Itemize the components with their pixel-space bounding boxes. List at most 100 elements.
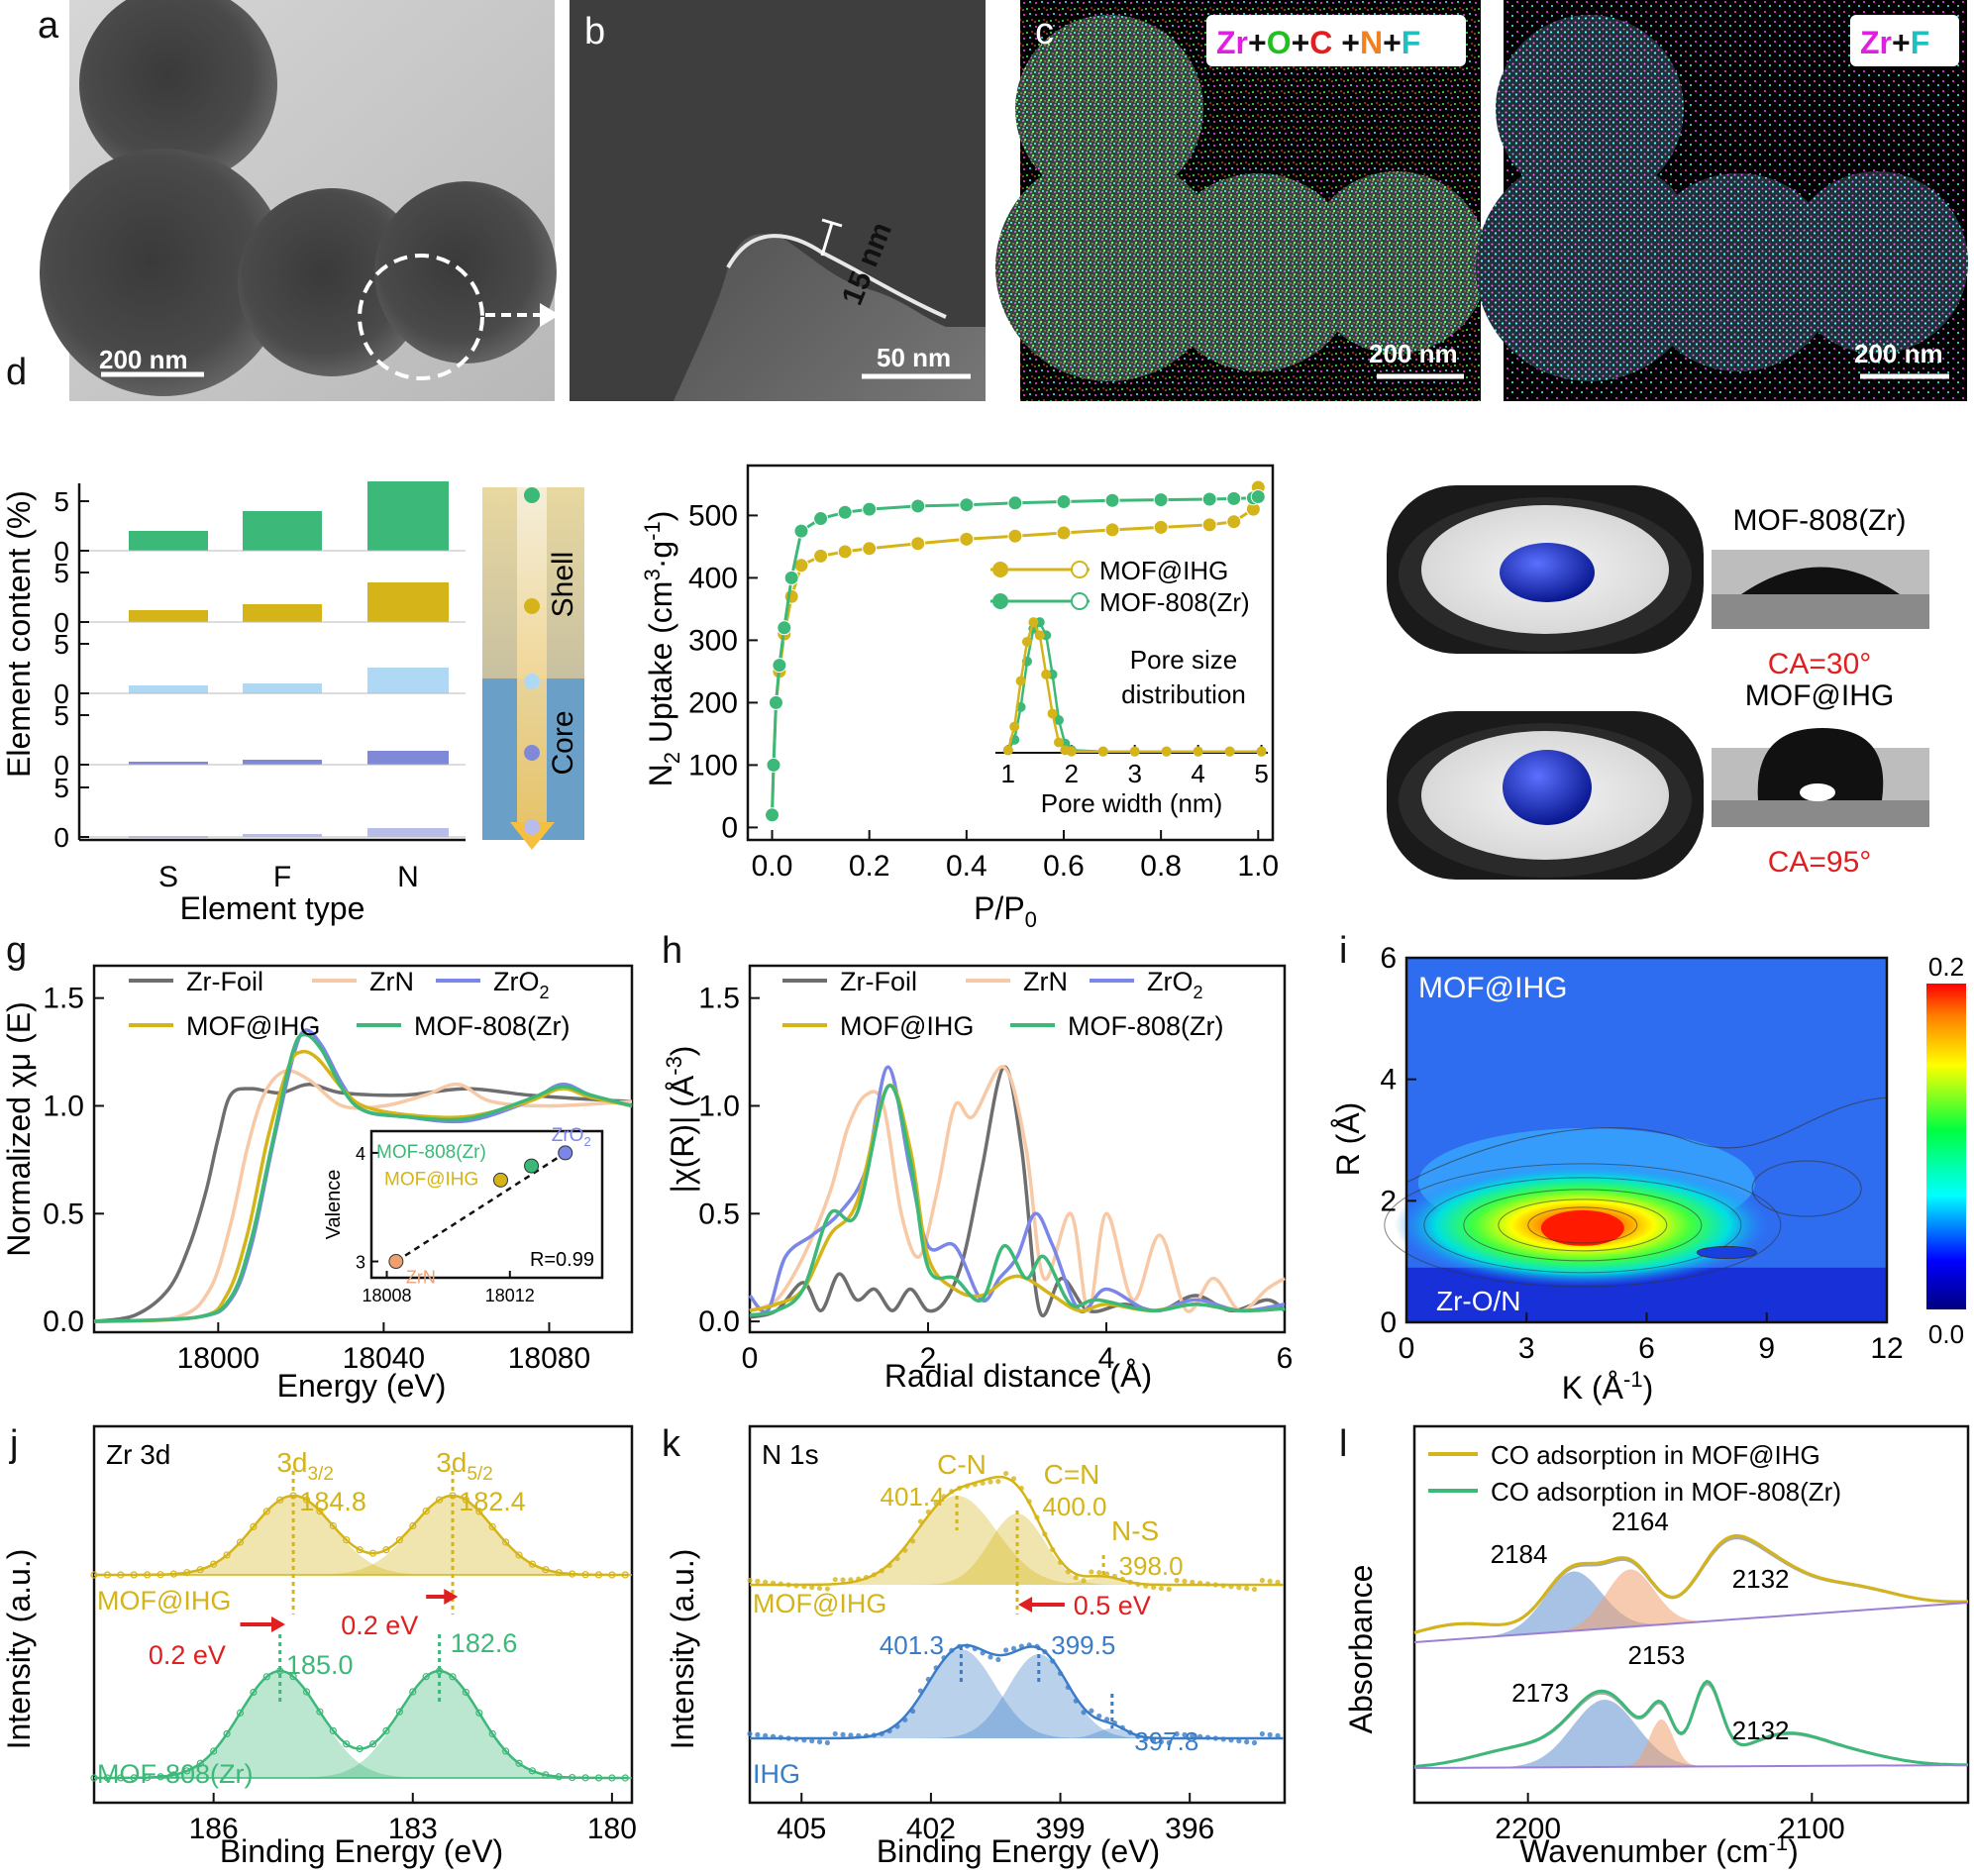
k-ihg-point xyxy=(1050,1658,1056,1664)
scale-bar-a: 200 nm xyxy=(99,345,188,374)
k-ihg-point xyxy=(886,1727,892,1734)
g-ytick-label: 1.0 xyxy=(43,1090,84,1122)
e-point xyxy=(813,548,829,564)
l-mof808-fit xyxy=(1413,1682,1968,1768)
e-point xyxy=(793,523,809,539)
k-mofihg-point xyxy=(1143,1583,1149,1589)
h-ylabel: |χ(R)| (Å-3) xyxy=(662,1046,700,1194)
d-bar xyxy=(243,760,322,765)
k-ihg-fit xyxy=(750,1643,1284,1740)
k-mofihg-point xyxy=(816,1585,823,1591)
g-inset-point xyxy=(492,1172,508,1188)
g-inset-point xyxy=(524,1158,540,1174)
h-xtick-label: 2 xyxy=(920,1342,937,1375)
e-inset-point xyxy=(1129,746,1140,757)
k-shift-label: 0.5 eV xyxy=(1074,1591,1151,1620)
k-ihg-point xyxy=(871,1732,878,1738)
j-shift-arrowhead xyxy=(444,1589,459,1605)
e-inset-point xyxy=(1021,636,1032,647)
j-mofihg-point xyxy=(435,1496,444,1504)
k-ihg-point xyxy=(1026,1642,1032,1648)
k-mofihg-point xyxy=(778,1581,783,1587)
j-mof808-point xyxy=(223,1729,231,1738)
k-ihg-point xyxy=(941,1655,947,1661)
g-inset-label: MOF@IHG xyxy=(384,1169,478,1190)
l-legend-label: CO adsorption in MOF-808(Zr) xyxy=(1491,1477,1841,1507)
k-ihg-point xyxy=(917,1688,924,1694)
panel-letter-d: d xyxy=(6,352,27,393)
k-ihg-point xyxy=(902,1717,908,1722)
panel-d-element-content: Element content (%) Element type 0505050… xyxy=(1,481,584,926)
k-mofihg-point xyxy=(1111,1573,1118,1580)
e-inset-point xyxy=(1041,669,1052,679)
k-mofihg-point xyxy=(1073,1575,1079,1581)
j-series-label: MOF-808(Zr) xyxy=(97,1759,254,1789)
j-mofihg-fit xyxy=(94,1494,629,1577)
e-inset-point xyxy=(1002,745,1013,756)
l-peak-label: 2173 xyxy=(1511,1678,1569,1708)
k-mofihg-point xyxy=(941,1494,947,1500)
e-point xyxy=(910,536,926,552)
j-mof808-point xyxy=(196,1759,204,1767)
g-inset-label: MOF-808(Zr) xyxy=(376,1142,486,1163)
g-frame xyxy=(92,964,634,1334)
k-series-label: MOF@IHG xyxy=(753,1589,886,1618)
e-inset-title-1: Pore size xyxy=(1130,645,1237,675)
k-xtick-label: 399 xyxy=(1036,1813,1086,1845)
i-xtick-label: 9 xyxy=(1758,1332,1775,1365)
e-inset-xlabel: Pore width (nm) xyxy=(1041,788,1223,818)
g-ytick-label: 1.5 xyxy=(43,983,84,1015)
e-legend-label: MOF@IHG xyxy=(1099,556,1228,585)
j-mofihg-point xyxy=(196,1566,204,1574)
e-inset-point xyxy=(1053,715,1064,726)
d-core-label: Core xyxy=(547,710,579,775)
k-series-label: IHG xyxy=(753,1759,800,1789)
k-mofihg-point xyxy=(1096,1570,1102,1576)
j-mof808-point xyxy=(329,1726,337,1734)
e-inset-point xyxy=(1015,676,1026,686)
k-ihg-point xyxy=(1197,1733,1203,1739)
f-ca-mof808: CA=30° xyxy=(1768,648,1872,680)
e-point xyxy=(862,541,878,557)
k-mofihg-point xyxy=(809,1584,815,1591)
k-ihg-point xyxy=(778,1734,783,1740)
d-bar xyxy=(243,511,322,551)
e-point xyxy=(1153,492,1169,508)
j-mof808-point xyxy=(395,1708,403,1716)
k-ihg-point xyxy=(1057,1670,1064,1677)
k-ihg-point xyxy=(1073,1698,1079,1704)
e-inset-xtick-label: 5 xyxy=(1254,759,1268,788)
droplet-mofihg xyxy=(1503,750,1592,825)
k-mofihg-point xyxy=(917,1518,924,1524)
d-bar xyxy=(243,834,322,837)
k-mofihg-point xyxy=(1275,1579,1281,1585)
k-ihg-point xyxy=(964,1643,971,1649)
e-inset-point xyxy=(1193,746,1203,757)
j-mof808-component xyxy=(94,1671,629,1778)
k-ihg-point xyxy=(933,1665,939,1671)
k-ihg-component xyxy=(750,1654,1284,1738)
i-contour xyxy=(1423,1177,1742,1274)
j-mofihg-point xyxy=(409,1521,417,1530)
k-xtick-label: 405 xyxy=(777,1813,826,1845)
k-ihg-point xyxy=(1018,1643,1024,1649)
k-mofihg-point xyxy=(785,1582,791,1588)
k-ihg-point xyxy=(856,1732,862,1738)
i-colorbar-max: 0.2 xyxy=(1928,952,1964,982)
j-mofihg-component xyxy=(94,1496,629,1575)
g-inset-label: ZrO2 xyxy=(552,1125,591,1149)
k-ihg-point xyxy=(1244,1739,1250,1745)
k-mofihg-point xyxy=(957,1485,963,1491)
j-mofihg-point xyxy=(382,1546,390,1554)
panel-k-xps-n1s: Intensity (a.u.) Binding Energy (eV) 405… xyxy=(665,1424,1287,1869)
panel-b-hrtem: b 15 nm 50 nm xyxy=(570,0,986,401)
k-ihg-point xyxy=(832,1730,838,1737)
k-ihg-point xyxy=(1190,1732,1195,1738)
j-mof808-point xyxy=(462,1688,470,1697)
e-point xyxy=(766,757,781,773)
l-xtick-label: 2100 xyxy=(1779,1813,1845,1845)
g-inset-xtick-label: 18012 xyxy=(485,1286,535,1305)
k-ihg-point xyxy=(747,1730,753,1737)
j-mofihg-point xyxy=(356,1546,364,1554)
selection-circle xyxy=(358,254,484,380)
